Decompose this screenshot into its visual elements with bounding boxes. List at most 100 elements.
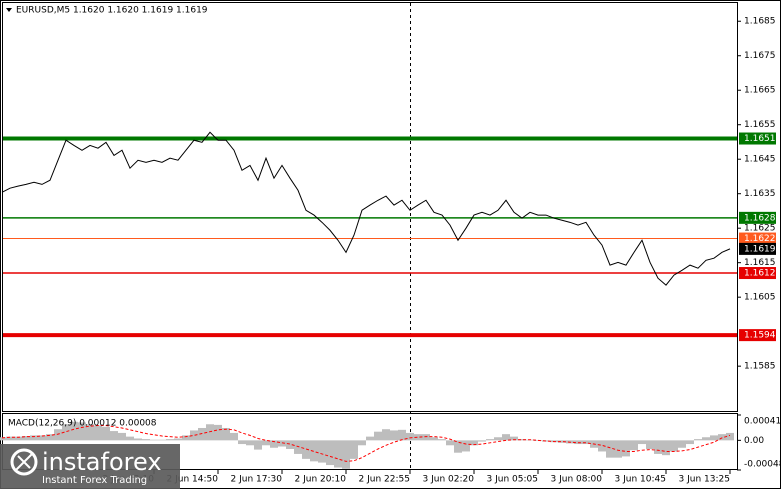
macd-bar (86, 424, 94, 441)
macd-bar (446, 440, 454, 446)
y-tick-label: 1.1635 (744, 189, 776, 199)
macd-bar (270, 440, 278, 448)
macd-bar (422, 434, 430, 441)
y-tick-label: 1.1665 (744, 86, 776, 96)
macd-bar (486, 439, 494, 441)
y-tick-label: 0.00 (744, 436, 764, 446)
y-tick-label: 1.1615 (744, 258, 776, 268)
macd-title: MACD(12,26,9) 0.00012 0.00008 (8, 419, 157, 429)
macd-bar (6, 436, 14, 441)
y-tick-label: -0.00048 (744, 460, 781, 470)
macd-bar (62, 424, 70, 441)
macd-bar (182, 435, 190, 441)
macd-bar (494, 437, 502, 441)
macd-bar (454, 440, 462, 453)
y-tick-label: 1.1625 (744, 224, 776, 234)
y-tick-label: 1.1585 (744, 362, 776, 372)
macd-bar (110, 431, 118, 441)
watermark-tagline: Instant Forex Trading (42, 475, 147, 486)
macd-bar (78, 422, 86, 441)
main-panel (2, 2, 738, 412)
y-tick-label: 1.1605 (744, 293, 776, 303)
macd-bar (278, 440, 286, 447)
x-tick-label: 3 Jun 10:45 (615, 475, 666, 485)
macd-bar (702, 437, 710, 441)
x-tick-label: 3 Jun 13:25 (679, 475, 730, 485)
macd-bar (542, 440, 550, 442)
macd-bar (14, 436, 22, 441)
macd-bar (662, 440, 670, 456)
macd-bar (414, 434, 422, 441)
x-tick-label: 3 Jun 02:20 (423, 475, 475, 485)
watermark: instaforex Instant Forex Trading (0, 444, 180, 489)
macd-bar (190, 430, 198, 441)
macd-bar (142, 439, 150, 441)
macd-bar (678, 440, 686, 448)
macd-bar (94, 425, 102, 441)
macd-bar (438, 439, 446, 441)
current-price-box (739, 242, 776, 255)
y-tick-label: 1.1655 (744, 120, 776, 130)
y-tick-label: 1.1685 (744, 17, 776, 27)
x-tick-label: 2 Jun 14:50 (167, 475, 219, 485)
macd-bar (406, 432, 414, 441)
macd-bar (478, 440, 486, 442)
level-label-box (739, 232, 776, 245)
macd-bar (246, 440, 254, 446)
macd-bar (38, 435, 46, 441)
macd-bar (334, 440, 342, 468)
y-tick-label: 1.1645 (744, 155, 776, 165)
macd-bar (358, 440, 366, 446)
macd-bar (718, 434, 726, 441)
x-tick-label: 3 Jun 08:00 (551, 475, 603, 485)
macd-bar (102, 426, 110, 441)
macd-bar (630, 440, 638, 451)
macd-bar (382, 429, 390, 441)
macd-bar (710, 435, 718, 441)
macd-bar (510, 436, 518, 441)
macd-bar (174, 438, 182, 441)
macd-bar (230, 432, 238, 441)
macd-bar (126, 436, 134, 441)
x-tick-label: 2 Jun 22:55 (359, 475, 410, 485)
level-label: 1.1651 (744, 134, 776, 144)
price-line (1, 131, 731, 286)
macd-bar (726, 432, 734, 441)
macd-bar (254, 440, 262, 450)
macd-bar (238, 440, 246, 445)
macd-bar (670, 440, 678, 452)
macd-bar (574, 440, 582, 445)
macd-bar (158, 439, 166, 441)
macd-bar (646, 440, 654, 449)
macd-bar (470, 440, 478, 446)
macd-bar (70, 421, 78, 441)
macd-bar (286, 440, 294, 449)
macd-bar (342, 440, 350, 469)
macd-bar (46, 434, 54, 441)
level-label: 1.1612 (744, 269, 776, 279)
macd-bar (0, 437, 6, 441)
macd-bar (262, 440, 270, 446)
macd-bar (622, 440, 630, 457)
level-label-box (739, 132, 776, 145)
x-tick-label: 3 Jun 05:05 (487, 475, 538, 485)
watermark-logo-mark (15, 453, 33, 471)
macd-bar (558, 440, 566, 443)
macd-bar (118, 432, 126, 441)
chart-title: EURUSD,M5 1.1620 1.1620 1.1619 1.1619 (16, 6, 208, 16)
x-tick-label: 2 Jun 17:30 (231, 475, 283, 485)
macd-bar (686, 440, 694, 445)
macd-bar (398, 429, 406, 441)
macd-bar (198, 427, 206, 441)
y-tick-label: 0.00041 (744, 417, 781, 427)
macd-bar (310, 440, 318, 462)
macd-bar (166, 439, 174, 441)
macd-bar (462, 440, 470, 452)
macd-bar (390, 430, 398, 441)
level-label-box (739, 267, 776, 280)
level-label: 1.1628 (744, 213, 776, 223)
macd-bar (214, 424, 222, 441)
macd-bar (582, 440, 590, 445)
macd-bar (598, 440, 606, 452)
